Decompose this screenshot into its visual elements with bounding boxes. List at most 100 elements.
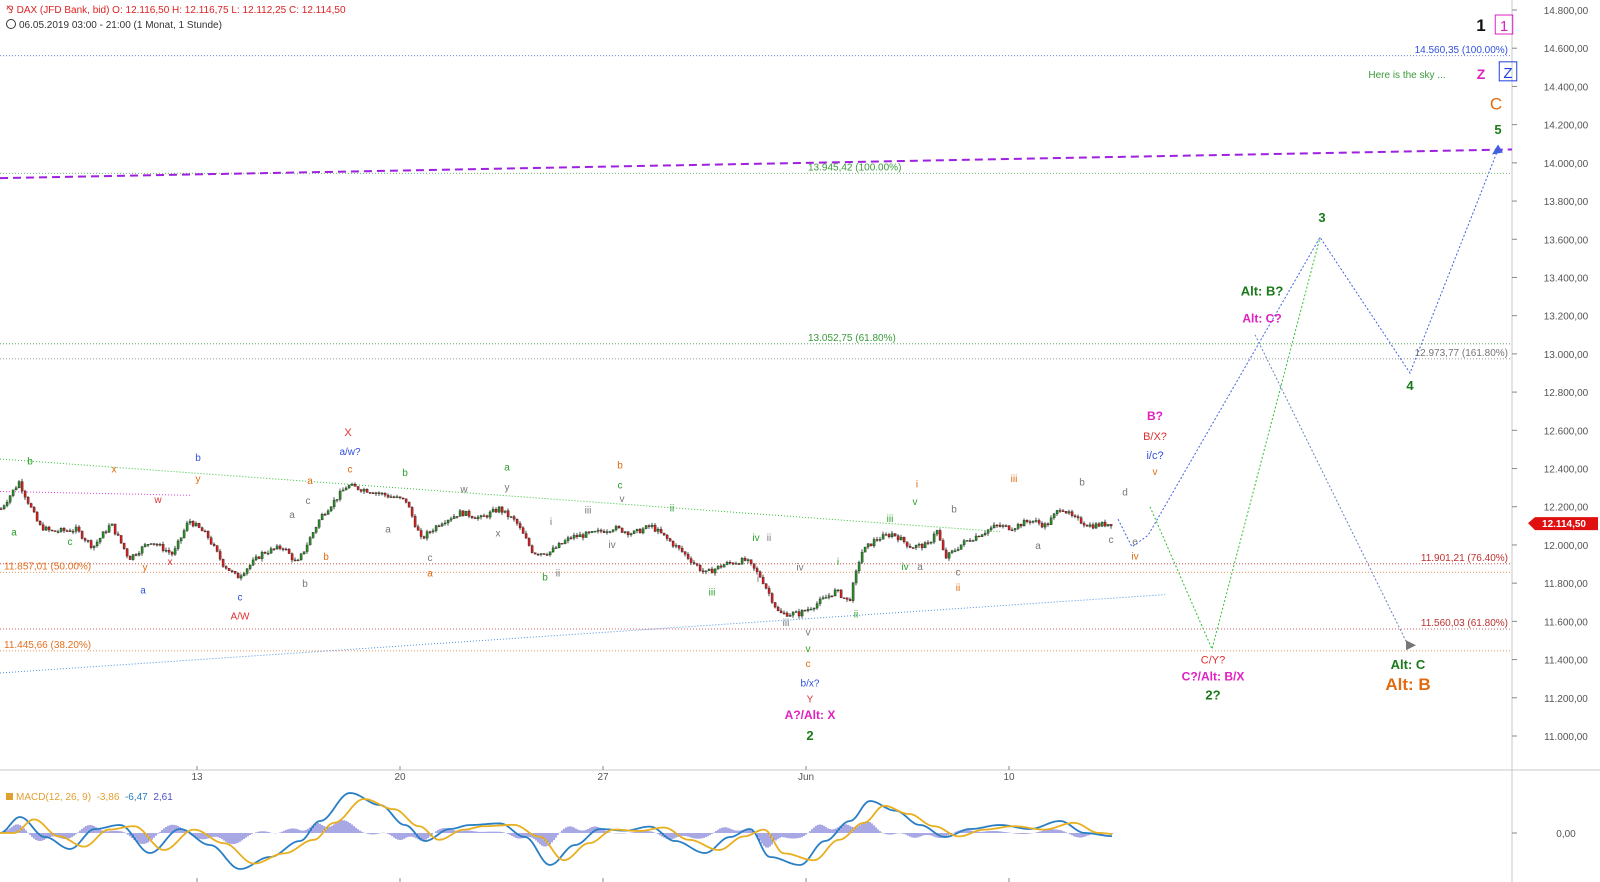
candle-body xyxy=(1109,524,1113,527)
candle-body xyxy=(965,540,969,542)
candle-body xyxy=(416,526,420,531)
wave-label-box xyxy=(1498,61,1518,82)
candle-body xyxy=(272,548,276,550)
candle-body xyxy=(434,525,438,531)
candle-body xyxy=(110,523,114,526)
wave-label: B/X? xyxy=(1143,431,1167,443)
wave-label: a/w? xyxy=(339,447,361,458)
candle-body xyxy=(806,608,810,611)
candle-body xyxy=(1106,524,1110,527)
candle-body xyxy=(365,489,369,493)
clock-icon xyxy=(6,19,16,29)
candle-body xyxy=(209,537,213,545)
candle-body xyxy=(515,519,519,524)
candle-body xyxy=(563,540,567,544)
candle-body xyxy=(368,492,372,494)
candle-body xyxy=(56,531,60,533)
candle-body xyxy=(446,519,450,524)
candle-body xyxy=(548,551,552,556)
candle-body xyxy=(488,511,492,518)
wave-label: a xyxy=(504,462,510,473)
candle-body xyxy=(413,516,417,527)
candle-body xyxy=(980,534,984,537)
candle-body xyxy=(377,492,381,494)
candle-body xyxy=(1001,525,1005,527)
wave-label: a xyxy=(917,562,923,573)
candle-body xyxy=(938,530,942,541)
macd-label: MACD(12, 26, 9) xyxy=(16,792,92,803)
y-tick-label: 11.600,00 xyxy=(1544,617,1588,628)
candle-body xyxy=(314,527,318,533)
candle-body xyxy=(1037,520,1041,524)
candle-body xyxy=(410,507,414,517)
candle-body xyxy=(134,554,138,556)
wave-label: 2? xyxy=(1205,688,1220,703)
candle-body xyxy=(248,564,252,569)
candle-body xyxy=(1016,523,1020,529)
candle-body xyxy=(362,489,366,492)
candle-body xyxy=(950,550,954,553)
candle-body xyxy=(668,538,672,542)
chart-range-line: 06.05.2019 03:00 - 21:00 (1 Monat, 1 Stu… xyxy=(6,19,222,31)
y-tick-label: 13.600,00 xyxy=(1544,235,1589,246)
candle-body xyxy=(866,543,870,548)
candle-body xyxy=(428,531,432,533)
wave-label: y xyxy=(196,474,201,485)
wave-label: iii xyxy=(887,514,894,525)
candle-body xyxy=(998,524,1002,527)
wave-label: iii xyxy=(1011,474,1018,485)
chart-title-line: ⅋ DAX (JFD Bank, bid) O: 12.116,50 H: 12… xyxy=(6,5,346,16)
candle-body xyxy=(113,523,117,535)
candle-body xyxy=(0,508,3,510)
candle-body xyxy=(590,531,594,533)
candle-body xyxy=(200,527,204,532)
candle-body xyxy=(695,563,699,566)
y-tick-label: 11.000,00 xyxy=(1544,732,1588,743)
candle-body xyxy=(347,485,351,489)
wave-label: 3 xyxy=(1318,210,1325,225)
candle-body xyxy=(11,489,15,496)
y-tick-label: 13.000,00 xyxy=(1544,350,1589,361)
wave-label: c xyxy=(306,496,311,507)
candle-body xyxy=(83,538,87,541)
candle-body xyxy=(233,571,237,574)
candle-body xyxy=(464,510,468,516)
wave-label: Z xyxy=(1477,66,1486,82)
candle-body xyxy=(1103,521,1107,527)
candle-body xyxy=(650,525,654,527)
wave-label: a xyxy=(385,525,391,536)
wave-label: x xyxy=(496,528,501,539)
candle-body xyxy=(116,533,120,536)
candle-body xyxy=(1013,528,1017,531)
candle-body xyxy=(932,533,936,543)
candle-body xyxy=(101,531,105,539)
candle-body xyxy=(509,516,513,518)
candle-body xyxy=(743,558,747,561)
candle-body xyxy=(401,497,405,500)
candle-body xyxy=(1040,523,1044,528)
last-price-label: 12.114,50 xyxy=(1542,519,1586,530)
wave-label: y xyxy=(505,482,510,493)
candle-body xyxy=(521,527,525,534)
candle-body xyxy=(203,530,207,533)
range-text: 06.05.2019 03:00 - 21:00 (1 Monat, 1 Stu… xyxy=(19,20,222,31)
candle-body xyxy=(536,553,540,556)
wave-label: 1 xyxy=(1500,18,1508,35)
candle-body xyxy=(224,566,228,569)
candle-body xyxy=(737,563,741,565)
wave-label: b xyxy=(302,579,308,590)
candle-body xyxy=(14,487,18,491)
wave-label: iv xyxy=(752,533,759,544)
candle-body xyxy=(764,583,768,589)
wave-label: b xyxy=(542,572,548,583)
forecast-arrowhead xyxy=(1492,144,1503,155)
wave-label: w xyxy=(153,495,162,506)
candle-body xyxy=(707,568,711,571)
candle-body xyxy=(956,549,960,551)
candle-body xyxy=(917,544,921,546)
candle-body xyxy=(1028,521,1032,523)
candle-body xyxy=(311,532,315,538)
candle-body xyxy=(1022,520,1026,527)
macd-zero-label: 0,00 xyxy=(1556,829,1576,840)
